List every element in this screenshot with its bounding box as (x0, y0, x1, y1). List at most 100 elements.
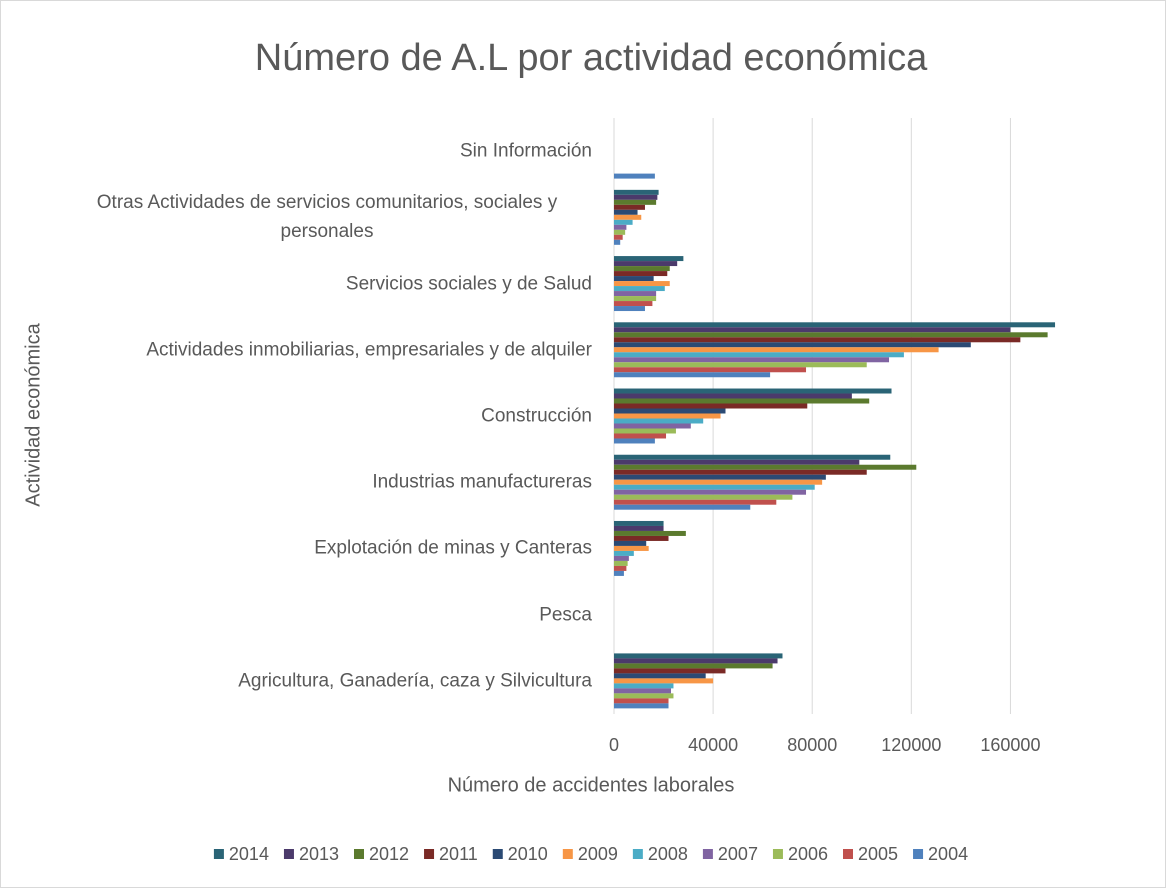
legend-swatch (424, 849, 435, 859)
bar (614, 322, 1056, 328)
chart-title: Número de A.L por actividad económica (255, 37, 928, 79)
legend-label: 2009 (578, 844, 618, 864)
bar (614, 454, 891, 460)
bar (614, 520, 664, 526)
bar (614, 393, 852, 399)
bar (614, 484, 815, 490)
bar (614, 199, 657, 205)
bar (614, 673, 706, 679)
bar (614, 229, 626, 235)
bar (614, 668, 726, 674)
bar (614, 301, 653, 307)
bar (614, 413, 721, 419)
bar (614, 560, 628, 566)
bar (614, 388, 892, 394)
bar (614, 499, 777, 505)
bar (614, 428, 676, 434)
bar (614, 261, 678, 267)
legend-label: 2010 (508, 844, 548, 864)
legend-swatch (772, 849, 783, 859)
bar (614, 352, 904, 358)
bar (614, 504, 751, 510)
legend-swatch (632, 849, 643, 859)
x-tick-label: 160000 (980, 735, 1040, 755)
legend-swatch (562, 849, 573, 859)
bar (614, 479, 823, 485)
legend-label: 2004 (928, 844, 968, 864)
bar (614, 459, 860, 465)
x-tick-label: 40000 (688, 735, 738, 755)
legend-swatch (843, 849, 853, 859)
bar (614, 653, 783, 659)
bar (614, 418, 704, 424)
y-tick-label: Servicios sociales y de Salud (345, 273, 592, 295)
bar (614, 337, 1021, 343)
bar (614, 703, 669, 709)
bar (614, 545, 649, 551)
x-axis-title: Número de accidentes laborales (448, 774, 735, 796)
bar (614, 423, 691, 429)
bar (614, 357, 890, 363)
legend-swatch (492, 849, 503, 859)
bar (614, 281, 670, 287)
bar (614, 209, 638, 215)
bar (614, 474, 826, 480)
legend-label: 2011 (439, 844, 478, 864)
bar (614, 286, 665, 292)
bar (614, 204, 645, 210)
bar (614, 271, 668, 277)
y-tick-label: Agricultura, Ganadería, caza y Silvicult… (238, 670, 592, 692)
bar (614, 693, 674, 699)
bar (614, 469, 867, 475)
y-tick-label: Pesca (539, 604, 592, 626)
y-tick-label: Actividades inmobiliarias, empresariales… (146, 339, 592, 361)
bar (614, 296, 657, 302)
bar (614, 433, 667, 439)
bar (614, 367, 807, 373)
legend-swatch (283, 849, 294, 859)
bar (614, 234, 623, 240)
bar (614, 342, 971, 348)
bar (614, 525, 664, 531)
bar (614, 688, 671, 694)
bar (614, 194, 658, 200)
bar (614, 530, 686, 536)
legend-label: 2005 (858, 844, 898, 864)
legend-label: 2013 (299, 844, 339, 864)
bar (614, 550, 634, 556)
bar (614, 698, 669, 704)
y-tick-label: Construcción (481, 405, 592, 427)
bar (614, 658, 778, 664)
x-tick-label: 120000 (881, 735, 941, 755)
bar (614, 276, 654, 282)
legend-label: 2012 (369, 844, 409, 864)
bar (614, 540, 647, 546)
bar (614, 408, 726, 414)
bar (614, 239, 621, 245)
y-tick-label: Industrias manufactureras (372, 471, 592, 493)
bar (614, 256, 684, 262)
x-tick-label: 80000 (787, 735, 837, 755)
bar (614, 173, 655, 179)
bar (614, 347, 939, 353)
bar (614, 683, 674, 689)
bar (614, 266, 670, 272)
bar (614, 565, 627, 571)
bar (614, 214, 642, 220)
bar (614, 678, 714, 684)
bar (614, 555, 629, 561)
bar (614, 224, 627, 230)
bar (614, 372, 771, 378)
y-tick-label: Explotación de minas y Canteras (314, 537, 592, 559)
legend-swatch (213, 849, 224, 859)
bar (614, 398, 870, 404)
bar (614, 219, 633, 225)
legend-swatch (702, 849, 713, 859)
bar (614, 570, 624, 576)
legend-label: 2007 (718, 844, 758, 864)
bar (614, 189, 659, 195)
bar (614, 494, 793, 500)
